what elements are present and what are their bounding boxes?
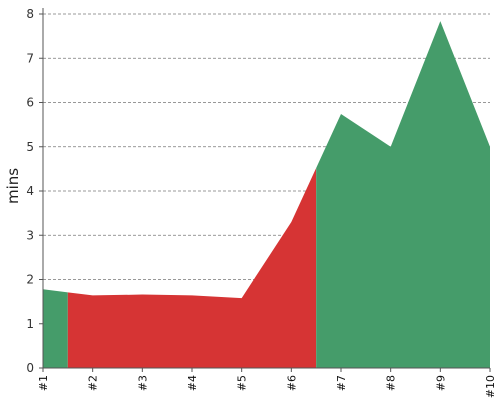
x-tick-label: #6 — [285, 375, 298, 391]
area-segment-green — [43, 289, 68, 368]
x-tick-label: #7 — [335, 375, 348, 391]
x-tick-labels: #1 #2 #3 #4 #5 #6 #7 #8 #9 #10 — [37, 368, 497, 398]
y-tick-label: 8 — [26, 7, 34, 21]
y-tick-label: 4 — [26, 184, 34, 198]
y-tick-label: 2 — [26, 273, 34, 287]
area-segment-red — [67, 167, 317, 368]
area-segment-green — [316, 21, 490, 369]
y-tick-label: 5 — [26, 140, 34, 154]
axes — [42, 8, 490, 369]
y-tick-label: 6 — [26, 96, 34, 110]
y-tick-label: 0 — [26, 361, 34, 375]
x-tick-label: #10 — [484, 375, 497, 398]
area-fills — [43, 21, 490, 369]
y-tick-label: 1 — [26, 317, 34, 331]
y-tick-label: 7 — [26, 51, 34, 65]
y-tick-label: 3 — [26, 228, 34, 242]
x-tick-label: #3 — [136, 375, 149, 391]
x-tick-label: #8 — [385, 375, 398, 391]
x-tick-label: #1 — [37, 375, 50, 391]
x-tick-label: #2 — [87, 375, 100, 391]
x-tick-label: #9 — [434, 375, 447, 391]
x-tick-label: #4 — [186, 375, 199, 391]
y-axis-title: mins — [4, 168, 22, 204]
x-tick-label: #5 — [236, 375, 249, 391]
y-tick-labels: 0 1 2 3 4 5 6 7 8 — [26, 7, 43, 375]
